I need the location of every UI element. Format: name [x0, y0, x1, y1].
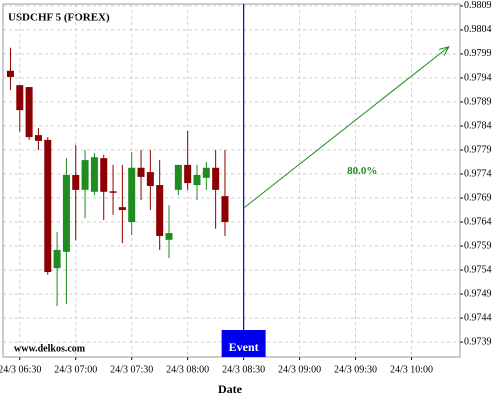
candle-body — [156, 185, 164, 236]
candle-body — [16, 85, 24, 111]
y-tick-label: 0.9794 — [464, 72, 492, 83]
candle-body — [184, 164, 192, 184]
y-tick-label: 0.9764 — [464, 216, 492, 227]
x-tick-label: 24/3 08:00 — [166, 364, 209, 375]
candle-body — [34, 135, 42, 141]
y-tick-label: 0.9784 — [464, 120, 492, 131]
y-tick-label: 0.9779 — [464, 144, 492, 155]
y-tick-label: 0.9759 — [464, 240, 492, 251]
candle-body — [146, 172, 154, 187]
forecast-label: 80.0% — [347, 165, 377, 177]
watermark: www.delkos.com — [14, 343, 86, 354]
candle-body — [90, 157, 98, 192]
forecast-arrow — [243, 46, 450, 209]
candle-body — [118, 207, 126, 211]
candle-body — [72, 174, 80, 190]
chart-title: USDCHF 5 (FOREX) — [8, 12, 110, 24]
candle-body — [137, 167, 145, 177]
candle-body — [53, 249, 61, 269]
candle-body — [193, 174, 201, 186]
candle-body — [165, 233, 173, 240]
candle-body — [202, 167, 210, 178]
plot-frame — [2, 3, 461, 358]
candle-body — [6, 70, 14, 78]
candle-body — [62, 174, 70, 252]
x-tick-label: 24/3 07:30 — [110, 364, 153, 375]
candle-body — [174, 164, 182, 190]
x-tick-label: 24/3 09:00 — [278, 364, 321, 375]
x-tick-label: 24/3 07:00 — [54, 364, 97, 375]
y-tick-label: 0.9774 — [464, 168, 492, 179]
candle-body — [44, 139, 52, 272]
candle-body — [100, 158, 108, 192]
candle-body — [128, 167, 136, 223]
y-tick-label: 0.9744 — [464, 312, 492, 323]
x-tick-label: 24/3 06:30 — [0, 364, 41, 375]
y-tick-label: 0.9749 — [464, 288, 492, 299]
candle-body — [212, 167, 220, 190]
candle-body — [25, 87, 33, 138]
x-axis-label: Date — [218, 382, 243, 396]
y-tick-label: 0.9809 — [464, 0, 492, 11]
x-tick-label: 24/3 08:30 — [222, 364, 265, 375]
y-tick-label: 0.9804 — [464, 24, 492, 35]
arrow-head — [439, 45, 450, 56]
y-tick-label: 0.9769 — [464, 192, 492, 203]
candle-body — [81, 160, 89, 190]
x-tick-label: 24/3 10:00 — [390, 364, 433, 375]
x-tick-label: 24/3 09:30 — [334, 364, 377, 375]
event-label: Event — [229, 340, 259, 354]
y-tick-label: 0.9739 — [464, 336, 492, 347]
y-tick-label: 0.9789 — [464, 96, 492, 107]
y-tick-label: 0.9754 — [464, 264, 492, 275]
event-box — [221, 330, 266, 357]
y-tick-label: 0.9799 — [464, 48, 492, 59]
candle-body — [221, 196, 229, 223]
candle-body — [109, 191, 117, 193]
